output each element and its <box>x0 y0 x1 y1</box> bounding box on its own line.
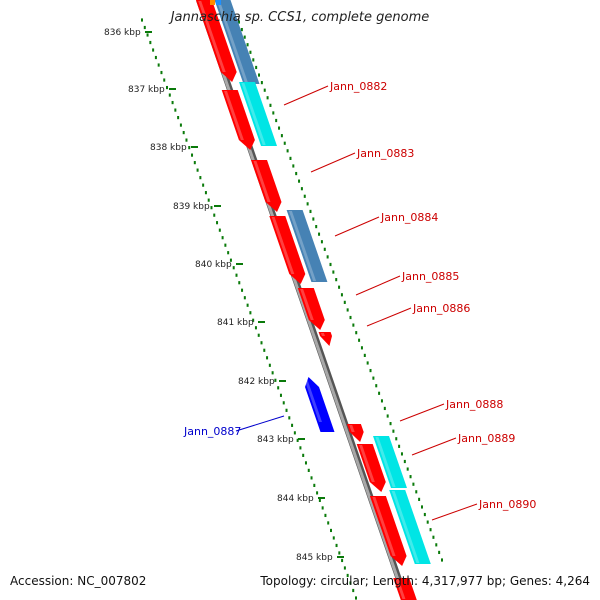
gene-feature <box>210 0 215 5</box>
gene-feature <box>318 332 332 346</box>
scale-labels: 836 kbp 837 kbp 838 kbp 839 kbp 840 kbp 841 k… <box>104 28 344 563</box>
gene-labels: Jann_0882 Jann_0883 Jann_0884 Jann_0885 Jann… <box>183 80 536 521</box>
gene-feature <box>216 0 221 5</box>
accession-text: Accession: NC_007802 <box>10 574 147 588</box>
gene-features <box>195 0 431 600</box>
gene-label: Jann_0884 <box>380 211 438 224</box>
gene-feature <box>195 0 237 82</box>
gene-feature <box>221 90 255 150</box>
gene-feature <box>269 216 306 284</box>
scale-label: 845 kbp <box>296 553 333 563</box>
gene-label-group: Jann_0882 <box>283 80 387 106</box>
gene-feature <box>389 490 431 564</box>
map-title: Jannaschia sp. CCS1, complete genome <box>170 10 430 25</box>
gene-label: Jann_0882 <box>329 80 387 93</box>
leader-line <box>283 85 329 106</box>
scale-label: 842 kbp <box>238 377 275 387</box>
gene-label-group: Jann_0887 <box>183 415 285 438</box>
gene-label: Jann_0888 <box>445 398 503 411</box>
tick-track <box>141 18 443 600</box>
gene-label: Jann_0890 <box>478 498 536 511</box>
gene-label: Jann_0889 <box>457 432 515 445</box>
gene-label-group: Jann_0886 <box>366 302 470 327</box>
scale-label: 838 kbp <box>150 143 187 153</box>
gene-feature <box>346 424 364 442</box>
gene-label-group: Jann_0884 <box>334 211 438 237</box>
gene-feature-reverse <box>303 377 335 432</box>
leader-line <box>235 415 285 432</box>
gene-feature <box>286 210 328 282</box>
outer-tick-track <box>238 20 443 562</box>
leader-line <box>334 216 380 237</box>
gene-feature <box>369 496 407 566</box>
leader-line <box>411 437 457 456</box>
leader-line <box>310 152 356 173</box>
gene-label-group: Jann_0885 <box>355 270 459 296</box>
gene-label-group: Jann_0889 <box>411 432 515 456</box>
scale-label: 844 kbp <box>277 494 314 504</box>
leader-line <box>366 307 412 327</box>
gene-feature <box>239 82 277 146</box>
gene-feature <box>393 578 417 600</box>
scale-label: 843 kbp <box>257 435 294 445</box>
gene-label-group: Jann_0888 <box>399 398 503 422</box>
gene-label: Jann_0883 <box>356 147 414 160</box>
scale-label: 840 kbp <box>195 260 232 270</box>
gene-label: Jann_0887 <box>183 425 241 438</box>
scale-label: 836 kbp <box>104 28 141 38</box>
scale-label: 841 kbp <box>217 318 254 328</box>
inner-tick-track <box>141 18 357 600</box>
scale-label: 837 kbp <box>128 85 165 95</box>
leader-line <box>399 403 445 422</box>
scale-label: 839 kbp <box>173 202 210 212</box>
gene-feature <box>297 288 325 330</box>
gene-label-group: Jann_0883 <box>310 147 414 173</box>
gene-label: Jann_0885 <box>401 270 459 283</box>
leader-line <box>355 275 401 296</box>
gene-feature <box>251 160 282 212</box>
genome-summary-text: Topology: circular; Length: 4,317,977 bp… <box>260 574 590 588</box>
gene-feature <box>373 436 407 488</box>
gene-feature <box>356 444 386 492</box>
leader-line <box>431 503 478 521</box>
gene-feature <box>214 0 260 84</box>
gene-label-group: Jann_0890 <box>431 498 536 521</box>
gene-label: Jann_0886 <box>412 302 470 315</box>
